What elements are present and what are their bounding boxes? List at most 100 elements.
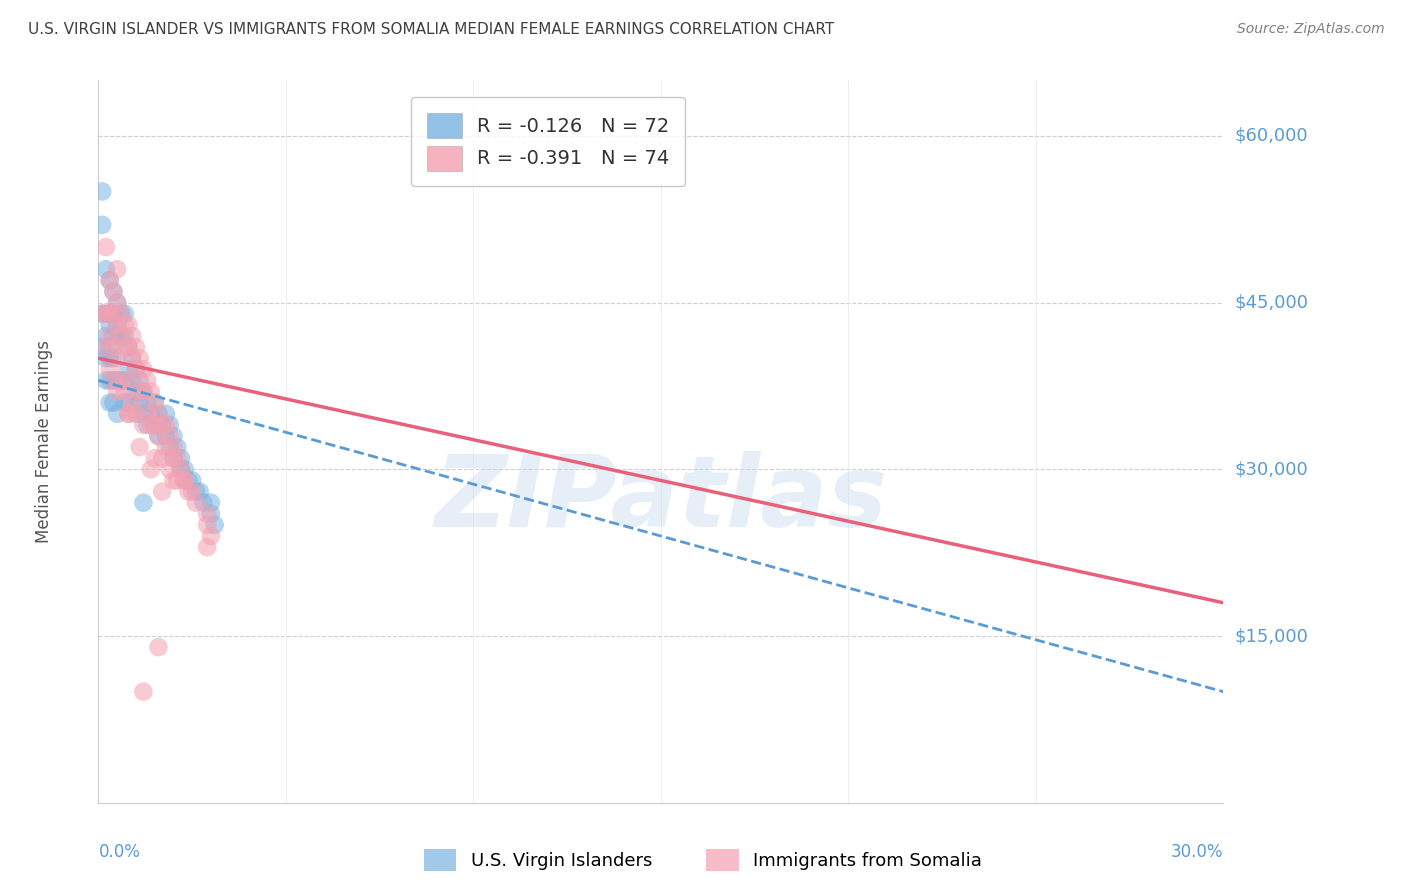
Text: $30,000: $30,000: [1234, 460, 1308, 478]
Point: [188, 484, 211, 499]
Point: [155, 429, 177, 443]
Point: [204, 517, 226, 532]
Point: [91, 307, 114, 321]
Point: [103, 373, 125, 387]
Point: [162, 451, 184, 466]
Point: [184, 484, 207, 499]
Text: $15,000: $15,000: [1234, 627, 1308, 645]
Point: [125, 340, 148, 354]
Point: [98, 373, 121, 387]
Point: [114, 318, 136, 332]
Point: [105, 407, 128, 421]
Point: [150, 451, 173, 466]
Point: [159, 462, 181, 476]
Point: [117, 407, 139, 421]
Point: [91, 307, 114, 321]
Point: [105, 295, 128, 310]
Point: [148, 407, 170, 421]
Point: [105, 295, 128, 310]
Point: [103, 340, 125, 354]
Point: [166, 440, 188, 454]
Point: [193, 496, 215, 510]
Point: [117, 340, 139, 354]
Point: [98, 318, 121, 332]
Point: [121, 329, 143, 343]
Point: [170, 462, 193, 476]
Point: [173, 462, 195, 476]
Point: [94, 373, 117, 387]
Point: [110, 307, 132, 321]
Point: [162, 440, 184, 454]
Point: [125, 407, 148, 421]
Point: [139, 407, 162, 421]
Point: [128, 373, 150, 387]
Point: [103, 351, 125, 366]
Point: [125, 362, 148, 376]
Point: [117, 318, 139, 332]
Point: [91, 218, 114, 232]
Legend: R = -0.126   N = 72, R = -0.391   N = 74: R = -0.126 N = 72, R = -0.391 N = 74: [412, 97, 685, 186]
Point: [173, 474, 195, 488]
Point: [132, 684, 155, 698]
Point: [177, 484, 200, 499]
Point: [121, 395, 143, 409]
Point: [162, 429, 184, 443]
Point: [94, 307, 117, 321]
Point: [103, 307, 125, 321]
Point: [150, 484, 173, 499]
Point: [132, 362, 155, 376]
Point: [148, 429, 170, 443]
Point: [98, 340, 121, 354]
Point: [132, 384, 155, 399]
Point: [125, 384, 148, 399]
Point: [121, 351, 143, 366]
Point: [166, 474, 188, 488]
Point: [103, 395, 125, 409]
Point: [94, 329, 117, 343]
Point: [98, 329, 121, 343]
Point: [173, 474, 195, 488]
Point: [121, 373, 143, 387]
Point: [139, 462, 162, 476]
Point: [98, 307, 121, 321]
Point: [128, 440, 150, 454]
Point: [166, 451, 188, 466]
Point: [162, 451, 184, 466]
Point: [103, 285, 125, 299]
Point: [117, 373, 139, 387]
Point: [184, 496, 207, 510]
Point: [117, 395, 139, 409]
Point: [114, 384, 136, 399]
Point: [132, 417, 155, 432]
Point: [98, 395, 121, 409]
Point: [105, 384, 128, 399]
Point: [110, 307, 132, 321]
Point: [150, 417, 173, 432]
Point: [110, 329, 132, 343]
Point: [117, 340, 139, 354]
Point: [200, 496, 222, 510]
Point: [98, 307, 121, 321]
Point: [200, 529, 222, 543]
Point: [114, 329, 136, 343]
Point: [136, 373, 159, 387]
Point: [195, 507, 218, 521]
Point: [105, 318, 128, 332]
Text: Median Female Earnings: Median Female Earnings: [35, 340, 53, 543]
Point: [159, 429, 181, 443]
Point: [170, 451, 193, 466]
Point: [143, 417, 166, 432]
Point: [94, 240, 117, 254]
Point: [132, 496, 155, 510]
Text: 30.0%: 30.0%: [1171, 843, 1223, 861]
Point: [125, 407, 148, 421]
Point: [103, 285, 125, 299]
Point: [139, 384, 162, 399]
Point: [110, 373, 132, 387]
Point: [91, 185, 114, 199]
Point: [128, 384, 150, 399]
Point: [148, 640, 170, 655]
Point: [155, 440, 177, 454]
Point: [114, 395, 136, 409]
Point: [103, 307, 125, 321]
